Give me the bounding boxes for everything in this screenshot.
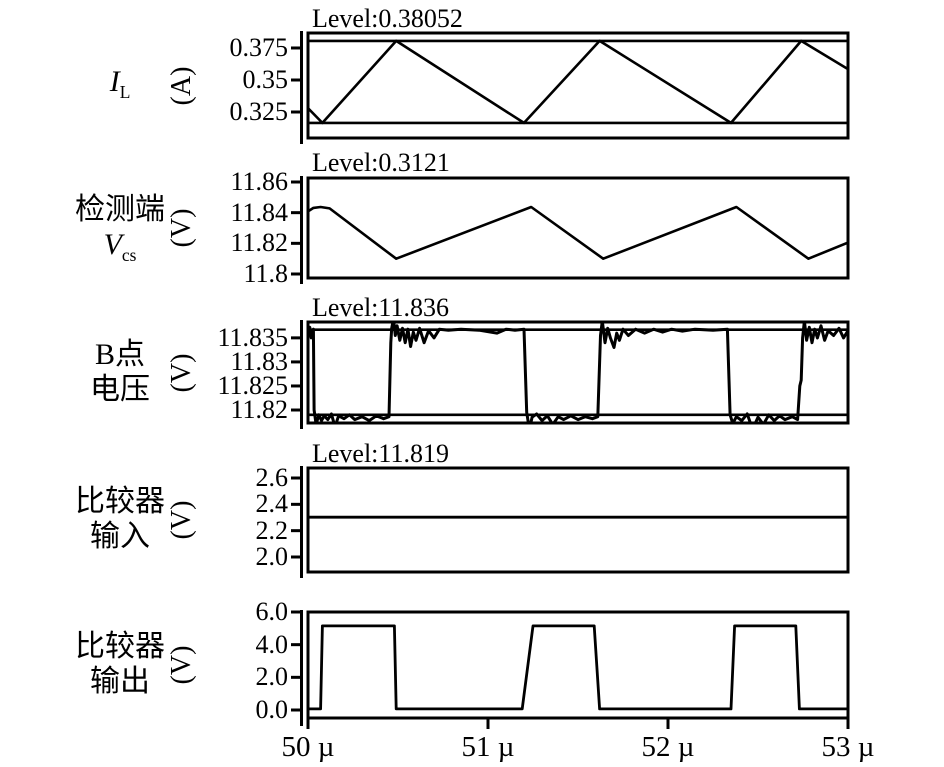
panel-cmp-out-y-tick-label: 6.0	[255, 597, 289, 626]
channel-label-subscript: cs	[121, 245, 137, 265]
channel-label-text: 电压	[90, 372, 150, 406]
panel-vb-y-tick-label: 11.83	[230, 346, 288, 376]
panel-vcs-y-tick-label: 11.86	[230, 166, 288, 196]
panel-vcs-unit-label: (V)	[166, 208, 197, 248]
panel-il-y-tick-label: 0.35	[242, 64, 289, 94]
channel-label-line: 比较器	[25, 484, 215, 519]
channel-label-text: B点	[94, 337, 145, 371]
panel-cmp-in-y-tick-label: 2.2	[255, 515, 289, 545]
panel-il-waveform-trace	[308, 39, 848, 125]
channel-label-subscript: L	[119, 81, 131, 102]
panel-il-frame	[306, 31, 850, 140]
x-tick-label: 51 µ	[461, 731, 515, 763]
panel-vb-frame	[306, 320, 850, 425]
panel-vb-title: Level:11.836	[312, 293, 449, 322]
panel-vcs-frame	[306, 176, 850, 280]
channel-label-text: V	[103, 228, 122, 261]
panel-vcs-waveform-trace	[308, 205, 848, 261]
channel-label-line: IL	[25, 64, 215, 110]
x-tick-label: 53 µ	[821, 731, 875, 763]
panel-cmp-in-channel-label: 比较器 输入	[25, 484, 215, 554]
panel-cmp-out-unit-label: (V)	[166, 645, 197, 685]
panel-vcs-title: Level:0.3121	[312, 148, 450, 177]
panel-cmp-in-unit-label: (V)	[166, 500, 197, 540]
panel-vb-y-tick-label: 11.835	[217, 322, 288, 352]
channel-label-line: Vcs	[25, 227, 215, 273]
channel-label-line: 电压	[25, 372, 215, 407]
channel-label-text: I	[109, 64, 120, 98]
panel-vcs-y-tick-label: 11.84	[230, 197, 288, 227]
panel-vb-channel-label: B点 电压	[25, 337, 215, 407]
panel-cmp-out-y-tick-label: 0.0	[255, 694, 289, 724]
channel-label-line: 比较器	[25, 629, 215, 664]
panel-vb-waveform-trace	[308, 322, 848, 423]
panel-cmp-in-title: Level:11.819	[312, 439, 449, 468]
panel-il-title: Level:0.38052	[312, 4, 463, 33]
panel-cmp-out-frame	[306, 610, 850, 720]
channel-label-text: 输入	[90, 520, 150, 553]
x-tick-label: 50 µ	[281, 731, 335, 763]
panel-il-channel-label: IL	[25, 64, 215, 110]
panel-cmp-out-waveform-trace	[308, 624, 848, 711]
channel-label-text: 输出	[90, 665, 150, 698]
panel-cmp-in-y-tick-label: 2.0	[255, 541, 289, 571]
panel-il-unit-label: (A)	[166, 66, 197, 105]
panel-il-y-tick-label: 0.375	[229, 32, 289, 62]
channel-label-text: 比较器	[75, 630, 165, 663]
panel-vb-y-tick-label: 11.82	[230, 395, 288, 424]
panel-cmp-out-channel-label: 比较器 输出	[25, 629, 215, 699]
panel-vb-unit-label: (V)	[166, 353, 197, 392]
panel-vcs-channel-label: 检测端 Vcs	[25, 192, 215, 273]
panel-cmp-out-y-tick-label: 4.0	[255, 629, 289, 659]
x-tick-label: 52 µ	[641, 731, 695, 763]
panel-il-y-tick-label: 0.325	[229, 97, 289, 126]
panel-vcs-y-tick-label: 11.82	[230, 228, 288, 258]
panel-cmp-in-frame	[306, 466, 850, 574]
panel-vcs-y-tick-label: 11.8	[243, 259, 288, 288]
channel-label-line: 输出	[25, 664, 215, 699]
panel-cmp-out-y-tick-label: 2.0	[255, 662, 289, 692]
panel-cmp-in-y-tick-label: 2.4	[255, 489, 289, 519]
channel-label-line: 检测端	[25, 192, 215, 227]
channel-label-text: 检测端	[75, 193, 165, 226]
channel-label-line: 输入	[25, 519, 215, 554]
channel-label-line: B点	[25, 337, 215, 372]
panel-cmp-in-y-tick-label: 2.6	[255, 463, 289, 492]
channel-label-text: 比较器	[75, 485, 165, 518]
panel-vb-y-tick-label: 11.825	[217, 370, 288, 400]
